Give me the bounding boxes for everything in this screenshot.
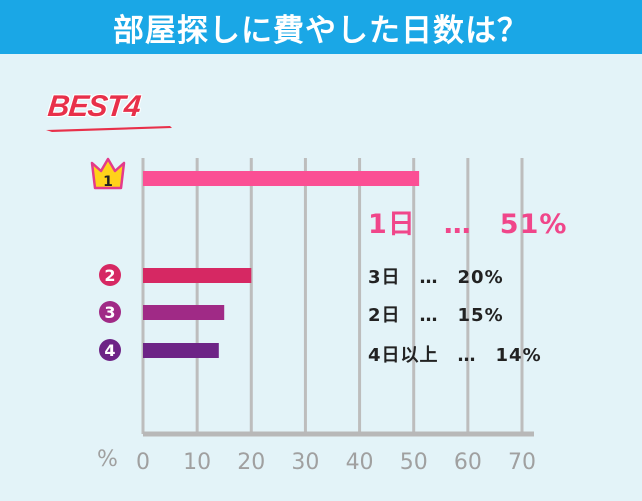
x-tick-label: 60 (454, 450, 482, 475)
best4-underline (46, 126, 172, 132)
chart-grid (141, 158, 524, 434)
x-tick-labels: 0 10 20 30 40 50 60 70 (136, 450, 536, 475)
rank2-data-label: 3日 … 20% (368, 267, 504, 288)
x-tick-label: 40 (346, 450, 374, 475)
bar-4日以上 (143, 343, 219, 358)
rank-number: 2 (104, 266, 115, 285)
x-tick-label: 50 (400, 450, 428, 475)
rank-4-badge: 4 (99, 339, 121, 361)
x-tick-label: 30 (291, 450, 319, 475)
bar-2日 (143, 305, 225, 320)
bar-1日 (143, 171, 420, 186)
crown-icon: 1 (90, 157, 126, 190)
chart-bars (143, 171, 420, 358)
rank-number: 1 (103, 174, 113, 190)
rank-number: 3 (104, 303, 115, 322)
x-tick-label: 0 (136, 450, 150, 475)
rank3-data-label: 2日 … 15% (368, 305, 504, 326)
page-title: 部屋探しに費やした日数は？ (0, 0, 642, 54)
axis-unit-label: % (97, 447, 118, 472)
rank-number: 4 (104, 341, 115, 360)
x-tick-label: 20 (237, 450, 265, 475)
rank-2-badge: 2 (99, 264, 121, 286)
rank1-data-label: 1日 … 51% (368, 209, 568, 240)
rank-markers: 1 2 3 4 (90, 157, 126, 361)
x-tick-label: 10 (183, 450, 211, 475)
bar-3日 (143, 268, 252, 283)
x-tick-label: 70 (508, 450, 536, 475)
rank4-data-label: 4日以上 … 14% (368, 345, 542, 366)
rank-3-badge: 3 (99, 301, 121, 323)
